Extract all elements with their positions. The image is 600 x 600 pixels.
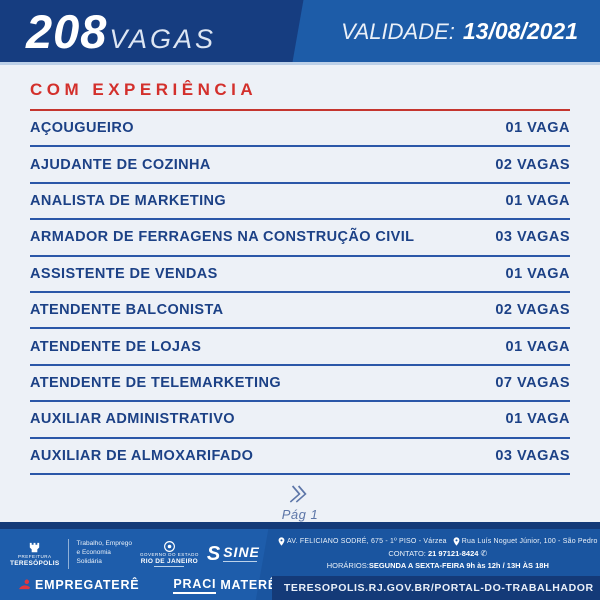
url-bar: TERESOPOLIS.RJ.GOV.BR/PORTAL-DO-TRABALHA… (272, 575, 600, 600)
validity: VALIDADE: 13/08/2021 (341, 18, 578, 45)
footer-contact: AV. FELICIANO SODRÉ, 675 - 1º PISO - Vár… (272, 529, 600, 600)
next-page-icon (289, 485, 307, 503)
job-row: AUXILIAR ADMINISTRATIVO 01 VAGA (30, 402, 570, 439)
prefeitura-label: PREFEITURA (18, 554, 52, 560)
secretaria-text: Trabalho, Emprego e Economia Solidária (77, 540, 132, 566)
pracimatere-label-right: MATERÊ (220, 578, 277, 593)
job-name: ATENDENTE DE TELEMARKETING (30, 374, 281, 391)
validity-date: 13/08/2021 (462, 17, 578, 44)
job-name: ASSISTENTE DE VENDAS (30, 265, 218, 282)
vacancy-total-number: 208 (26, 4, 108, 58)
address-2: Rua Luís Noguet Júnior, 100 - São Pedro (453, 537, 598, 546)
vacancy-total: 208 VAGAS (26, 8, 216, 55)
portal-url: TERESOPOLIS.RJ.GOV.BR/PORTAL-DO-TRABALHA… (283, 582, 594, 595)
phone-icon: ✆ (480, 548, 488, 558)
job-count: 07 VAGAS (495, 374, 570, 391)
governo-label: GOVERNO DO ESTADO (139, 552, 199, 558)
sine-logo: S SINE (207, 544, 260, 564)
sine-s-icon: S (206, 542, 221, 565)
job-name: ATENDENTE DE LOJAS (30, 338, 202, 355)
job-list: AÇOUGUEIRO 01 VAGA AJUDANTE DE COZINHA 0… (30, 111, 570, 475)
content: COM EXPERIÊNCIA AÇOUGUEIRO 01 VAGA AJUDA… (0, 65, 600, 522)
empregatere-logo: EMPREGATERÊ (18, 578, 139, 592)
job-row: ATENDENTE DE TELEMARKETING 07 VAGAS (30, 366, 570, 403)
hours-label: HORÁRIOS: (326, 560, 369, 570)
job-row: ATENDENTE BALCONISTA 02 VAGAS (30, 293, 570, 330)
secretaria-line3: Solidária (76, 557, 102, 565)
rio-de-janeiro-logo: GOVERNO DO ESTADO RIO DE JANEIRO (139, 540, 199, 568)
sine-sub-line (223, 561, 258, 563)
hours-value: SEGUNDA A SEXTA-FEIRA 9h às 12h / 13H ÀS… (368, 560, 549, 570)
secretaria-line1: Trabalho, Emprego (76, 540, 132, 548)
empregatere-person-icon (18, 579, 31, 590)
job-count: 03 VAGAS (495, 229, 570, 246)
job-name: ARMADOR DE FERRAGENS NA CONSTRUÇÃO CIVIL (30, 229, 415, 246)
teresopolis-crest-icon (30, 542, 40, 553)
rio-label: RIO DE JANEIRO (140, 557, 199, 565)
job-name: AÇOUGUEIRO (30, 120, 134, 137)
job-row: AÇOUGUEIRO 01 VAGA (30, 111, 570, 148)
job-count: 02 VAGAS (495, 302, 570, 319)
footer: PREFEITURA TERESÓPOLIS Trabalho, Emprego… (0, 528, 600, 600)
job-row: ASSISTENTE DE VENDAS 01 VAGA (30, 257, 570, 293)
job-row: ATENDENTE DE LOJAS 01 VAGA (30, 329, 570, 366)
job-count: 01 VAGA (505, 265, 570, 282)
job-count: 02 VAGAS (495, 156, 570, 173)
footer-logos: PREFEITURA TERESÓPOLIS Trabalho, Emprego… (0, 529, 276, 600)
pagination: Pág 1 (30, 483, 570, 522)
rio-sub-line (154, 566, 185, 568)
job-row: ARMADOR DE FERRAGENS NA CONSTRUÇÃO CIVIL… (30, 220, 570, 257)
rio-crest-icon (163, 541, 175, 552)
header: 208 VAGAS VALIDADE: 13/08/2021 (0, 0, 600, 65)
job-count: 01 VAGA (505, 192, 570, 209)
job-name: AJUDANTE DE COZINHA (30, 156, 211, 173)
vacancy-total-label: VAGAS (109, 23, 216, 54)
contact-label: CONTATO: (388, 548, 426, 558)
contact-line: CONTATO: 21 97121-8424 ✆ (278, 549, 598, 558)
secretaria-line2: e Economia (76, 549, 111, 557)
job-count: 01 VAGA (505, 411, 570, 428)
job-row: AJUDANTE DE COZINHA 02 VAGAS (30, 147, 570, 184)
sine-label: SINE (223, 544, 260, 561)
empregatere-label: EMPREGATERÊ (35, 578, 140, 593)
page-label: Pág 1 (281, 506, 319, 522)
logo-divider (67, 538, 69, 569)
location-pin-icon (278, 537, 285, 546)
section-title: COM EXPERIÊNCIA (30, 80, 570, 111)
job-name: AUXILIAR DE ALMOXARIFADO (30, 447, 254, 464)
job-name: ATENDENTE BALCONISTA (30, 302, 224, 319)
job-name: ANALISTA DE MARKETING (30, 192, 227, 209)
location-pin-icon (453, 537, 460, 546)
job-row: AUXILIAR DE ALMOXARIFADO 03 VAGAS (30, 439, 570, 475)
teresopolis-logo: PREFEITURA TERESÓPOLIS (10, 540, 60, 567)
contact-number: 21 97121-8424 (427, 548, 479, 558)
job-count: 01 VAGA (505, 120, 570, 137)
teresopolis-label: TERESÓPOLIS (10, 559, 60, 567)
address-1-text: AV. FELICIANO SODRÉ, 675 - 1º PISO - Vár… (287, 537, 447, 545)
job-row: ANALISTA DE MARKETING 01 VAGA (30, 184, 570, 221)
pracimatere-logo: PRACI MATERÊ (173, 577, 277, 594)
job-count: 01 VAGA (505, 338, 570, 355)
footer-divider (0, 521, 600, 529)
address-2-text: Rua Luís Noguet Júnior, 100 - São Pedro (461, 537, 598, 545)
job-count: 03 VAGAS (495, 447, 570, 464)
hours-line: HORÁRIOS:SEGUNDA A SEXTA-FEIRA 9h às 12h… (278, 561, 598, 570)
validity-label: VALIDADE: (341, 18, 455, 44)
job-name: AUXILIAR ADMINISTRATIVO (30, 411, 235, 428)
pracimatere-label-left: PRACI (173, 577, 217, 594)
address-1: AV. FELICIANO SODRÉ, 675 - 1º PISO - Vár… (278, 537, 447, 546)
